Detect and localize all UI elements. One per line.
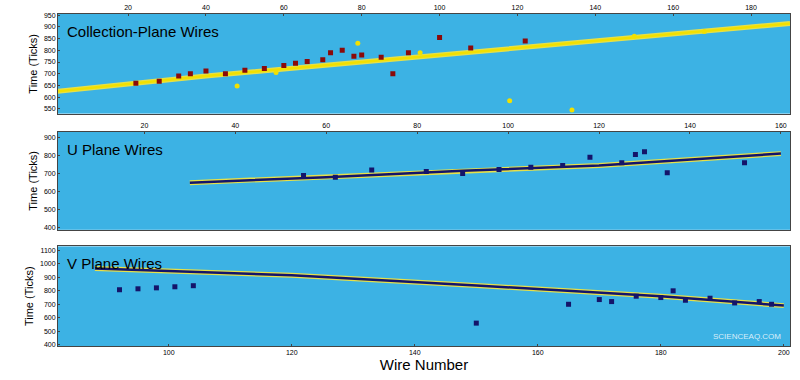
svg-text:500: 500 (44, 328, 56, 335)
svg-text:600: 600 (44, 314, 56, 321)
svg-text:900: 900 (44, 274, 56, 281)
svg-text:200: 200 (778, 349, 790, 356)
svg-text:40: 40 (231, 122, 239, 129)
svg-text:400: 400 (44, 224, 56, 231)
svg-text:40: 40 (202, 4, 210, 11)
svg-text:160: 160 (775, 122, 787, 129)
svg-text:700: 700 (44, 301, 56, 308)
svg-text:400: 400 (44, 341, 56, 348)
svg-text:950: 950 (44, 12, 56, 19)
svg-text:SCIENCEAQ.COM: SCIENCEAQ.COM (713, 332, 781, 341)
svg-text:750: 750 (44, 58, 56, 65)
svg-text:180: 180 (745, 4, 757, 11)
svg-text:60: 60 (322, 122, 330, 129)
svg-text:1000: 1000 (40, 260, 56, 267)
svg-text:Collection-Plane Wires: Collection-Plane Wires (67, 23, 219, 40)
svg-text:U Plane Wires: U Plane Wires (67, 141, 163, 158)
svg-text:650: 650 (44, 82, 56, 89)
svg-text:800: 800 (44, 152, 56, 159)
svg-text:100: 100 (502, 122, 514, 129)
svg-text:160: 160 (532, 349, 544, 356)
svg-text:500: 500 (44, 206, 56, 213)
svg-text:120: 120 (286, 349, 298, 356)
svg-text:Time (Ticks): Time (Ticks) (27, 34, 39, 94)
svg-text:120: 120 (593, 122, 605, 129)
svg-text:550: 550 (44, 105, 56, 112)
svg-text:20: 20 (124, 4, 132, 11)
svg-text:140: 140 (589, 4, 601, 11)
svg-text:60: 60 (280, 4, 288, 11)
svg-text:180: 180 (655, 349, 667, 356)
svg-text:120: 120 (512, 4, 524, 11)
svg-text:900: 900 (44, 23, 56, 30)
svg-text:100: 100 (434, 4, 446, 11)
svg-text:140: 140 (409, 349, 421, 356)
svg-text:Wire Number: Wire Number (380, 356, 468, 373)
svg-text:20: 20 (140, 122, 148, 129)
svg-text:Time (Ticks): Time (Ticks) (27, 151, 39, 211)
svg-text:100: 100 (163, 349, 175, 356)
svg-text:140: 140 (684, 122, 696, 129)
svg-text:160: 160 (667, 4, 679, 11)
svg-text:1100: 1100 (41, 247, 56, 254)
svg-text:700: 700 (44, 70, 56, 77)
svg-text:600: 600 (44, 94, 56, 101)
svg-text:80: 80 (413, 122, 421, 129)
svg-text:850: 850 (44, 35, 56, 42)
svg-text:Time (Ticks): Time (Ticks) (23, 266, 35, 326)
svg-text:700: 700 (44, 170, 56, 177)
svg-text:800: 800 (44, 287, 56, 294)
svg-text:800: 800 (44, 47, 56, 54)
svg-text:80: 80 (358, 4, 366, 11)
svg-text:900: 900 (44, 134, 56, 141)
svg-text:600: 600 (44, 188, 56, 195)
svg-text:V Plane Wires: V Plane Wires (67, 255, 162, 272)
